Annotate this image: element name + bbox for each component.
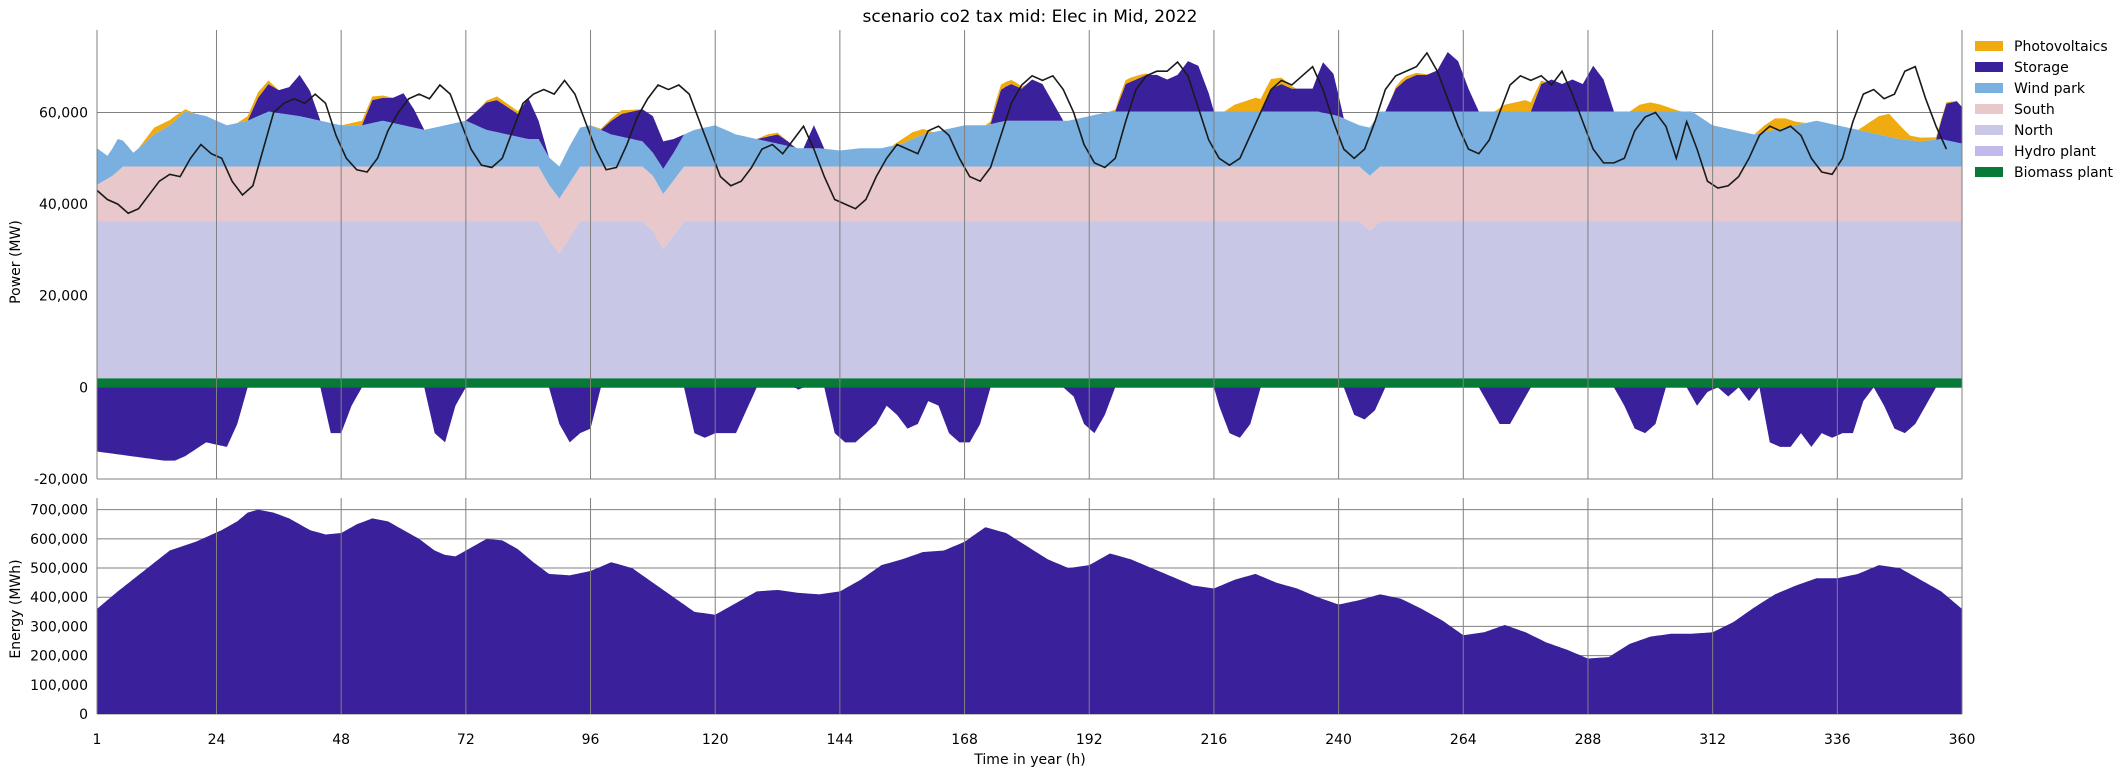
power-panel: -20,000 0 20,000 40,000 60,000 Power (MW) xyxy=(8,30,1963,488)
x-tick-label: 192 xyxy=(1076,732,1103,748)
legend-swatch xyxy=(1975,125,2003,135)
x-tick-label: 24 xyxy=(208,732,226,748)
legend-label: Storage xyxy=(2014,60,2069,76)
energy-y-tick-label: 700,000 xyxy=(30,503,88,519)
x-tick-label: 264 xyxy=(1450,732,1477,748)
power-y-tick-label: 20,000 xyxy=(39,289,88,305)
energy-y-tick-label: 300,000 xyxy=(30,619,88,635)
power-stacked-areas xyxy=(97,51,1962,461)
x-tick-label: 240 xyxy=(1325,732,1352,748)
x-tick-label: 144 xyxy=(827,732,854,748)
x-tick-label: 168 xyxy=(951,732,978,748)
legend-label: Hydro plant xyxy=(2014,144,2096,160)
storage-energy-area xyxy=(97,509,1962,714)
legend-swatch xyxy=(1975,104,2003,114)
x-tick-label: 288 xyxy=(1575,732,1602,748)
power-vertical-gridlines xyxy=(96,30,1963,479)
legend: Photovoltaics Storage Wind park South North H… xyxy=(1975,39,2114,181)
legend-label: Biomass plant xyxy=(2014,165,2114,181)
power-y-axis-label: Power (MW) xyxy=(8,220,24,304)
energy-panel: 0 100,000 200,000 300,000 400,000 500,000 600,… xyxy=(8,498,1975,768)
energy-y-tick-label: 100,000 xyxy=(30,678,88,694)
biomass-plant-area xyxy=(97,378,1962,388)
legend-label: South xyxy=(2014,102,2055,118)
x-tick-label: 1 xyxy=(93,732,102,748)
storage-area xyxy=(97,51,1962,169)
x-tick-label: 72 xyxy=(457,732,475,748)
legend-label: Wind park xyxy=(2014,81,2086,97)
energy-y-tick-label: 0 xyxy=(79,707,88,723)
x-tick-label: 360 xyxy=(1949,732,1976,748)
x-tick-label: 48 xyxy=(332,732,350,748)
x-axis-label: Time in year (h) xyxy=(973,752,1085,768)
energy-area xyxy=(97,509,1962,714)
legend-swatch xyxy=(1975,146,2003,156)
x-tick-label: 96 xyxy=(582,732,600,748)
legend-swatch xyxy=(1975,62,2003,72)
storage-area-negative xyxy=(97,387,1962,461)
hydro-plant-area xyxy=(97,377,1962,379)
energy-y-tick-label: 200,000 xyxy=(30,649,88,665)
energy-y-tick-label: 500,000 xyxy=(30,561,88,577)
south-area xyxy=(97,166,1962,254)
x-tick-label: 216 xyxy=(1201,732,1228,748)
energy-y-ticks: 0 100,000 200,000 300,000 400,000 500,000 600,… xyxy=(30,503,88,723)
x-ticks: 1 24 48 72 96 120 144 168 192 216 240 264 288 312 336 3… xyxy=(93,732,1976,748)
energy-y-tick-label: 400,000 xyxy=(30,590,88,606)
legend-swatch xyxy=(1975,167,2003,177)
chart-title: scenario co2 tax mid: Elec in Mid, 2022 xyxy=(863,7,1198,27)
x-tick-label: 336 xyxy=(1824,732,1851,748)
power-y-tick-label: -20,000 xyxy=(34,472,88,488)
power-y-tick-label: 60,000 xyxy=(39,105,88,121)
north-area xyxy=(97,221,1962,378)
energy-vertical-gridlines xyxy=(96,498,1963,714)
legend-label: Photovoltaics xyxy=(2014,39,2108,55)
demand-line xyxy=(96,51,1948,215)
wind-park-area xyxy=(97,111,1962,199)
legend-swatch xyxy=(1975,83,2003,93)
legend-swatch xyxy=(1975,41,2003,51)
power-y-tick-label: 40,000 xyxy=(39,197,88,213)
x-tick-label: 120 xyxy=(702,732,729,748)
power-y-ticks: -20,000 0 20,000 40,000 60,000 xyxy=(34,105,88,488)
x-tick-label: 312 xyxy=(1699,732,1726,748)
energy-y-axis-label: Energy (MWh) xyxy=(8,559,24,658)
energy-y-tick-label: 600,000 xyxy=(30,532,88,548)
power-y-tick-label: 0 xyxy=(79,380,88,396)
legend-label: North xyxy=(2014,123,2053,139)
